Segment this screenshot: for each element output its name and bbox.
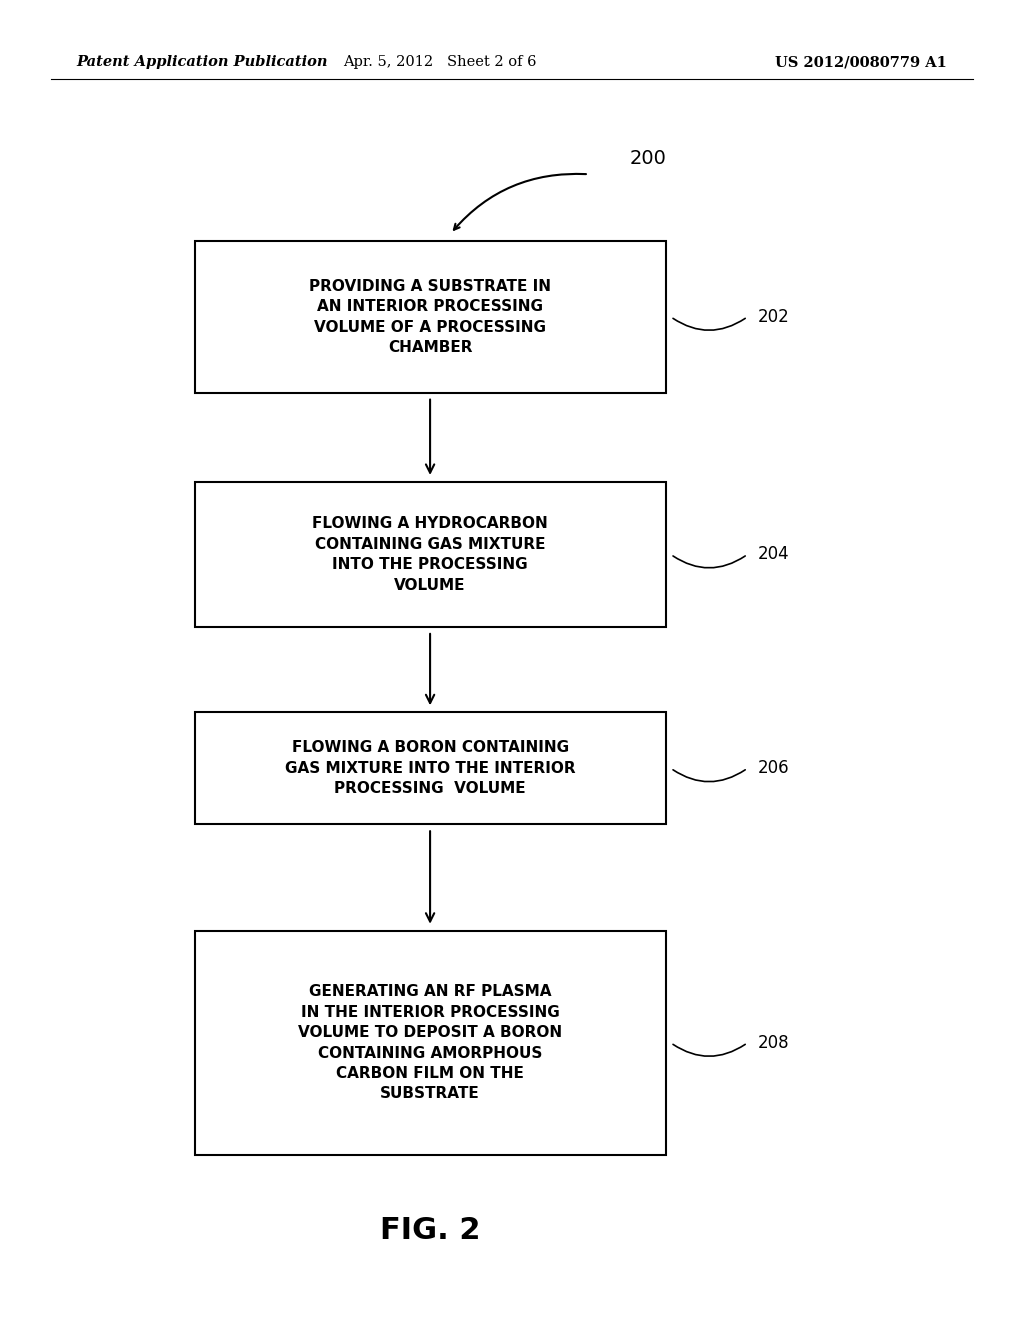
- Bar: [195, 240, 666, 393]
- Text: 204: 204: [758, 545, 790, 564]
- Bar: [195, 713, 666, 824]
- Text: FLOWING A HYDROCARBON
CONTAINING GAS MIXTURE
INTO THE PROCESSING
VOLUME: FLOWING A HYDROCARBON CONTAINING GAS MIX…: [312, 516, 548, 593]
- Text: 206: 206: [758, 759, 790, 777]
- Bar: [195, 482, 666, 627]
- Text: Apr. 5, 2012   Sheet 2 of 6: Apr. 5, 2012 Sheet 2 of 6: [344, 55, 537, 69]
- Text: US 2012/0080779 A1: US 2012/0080779 A1: [775, 55, 947, 69]
- Bar: [195, 931, 666, 1155]
- Text: 202: 202: [758, 308, 790, 326]
- Text: GENERATING AN RF PLASMA
IN THE INTERIOR PROCESSING
VOLUME TO DEPOSIT A BORON
CON: GENERATING AN RF PLASMA IN THE INTERIOR …: [298, 985, 562, 1101]
- Text: 200: 200: [630, 149, 667, 168]
- Text: FIG. 2: FIG. 2: [380, 1216, 480, 1245]
- Text: Patent Application Publication: Patent Application Publication: [77, 55, 329, 69]
- Text: 208: 208: [758, 1034, 790, 1052]
- Text: FLOWING A BORON CONTAINING
GAS MIXTURE INTO THE INTERIOR
PROCESSING  VOLUME: FLOWING A BORON CONTAINING GAS MIXTURE I…: [285, 741, 575, 796]
- Text: PROVIDING A SUBSTRATE IN
AN INTERIOR PROCESSING
VOLUME OF A PROCESSING
CHAMBER: PROVIDING A SUBSTRATE IN AN INTERIOR PRO…: [309, 279, 551, 355]
